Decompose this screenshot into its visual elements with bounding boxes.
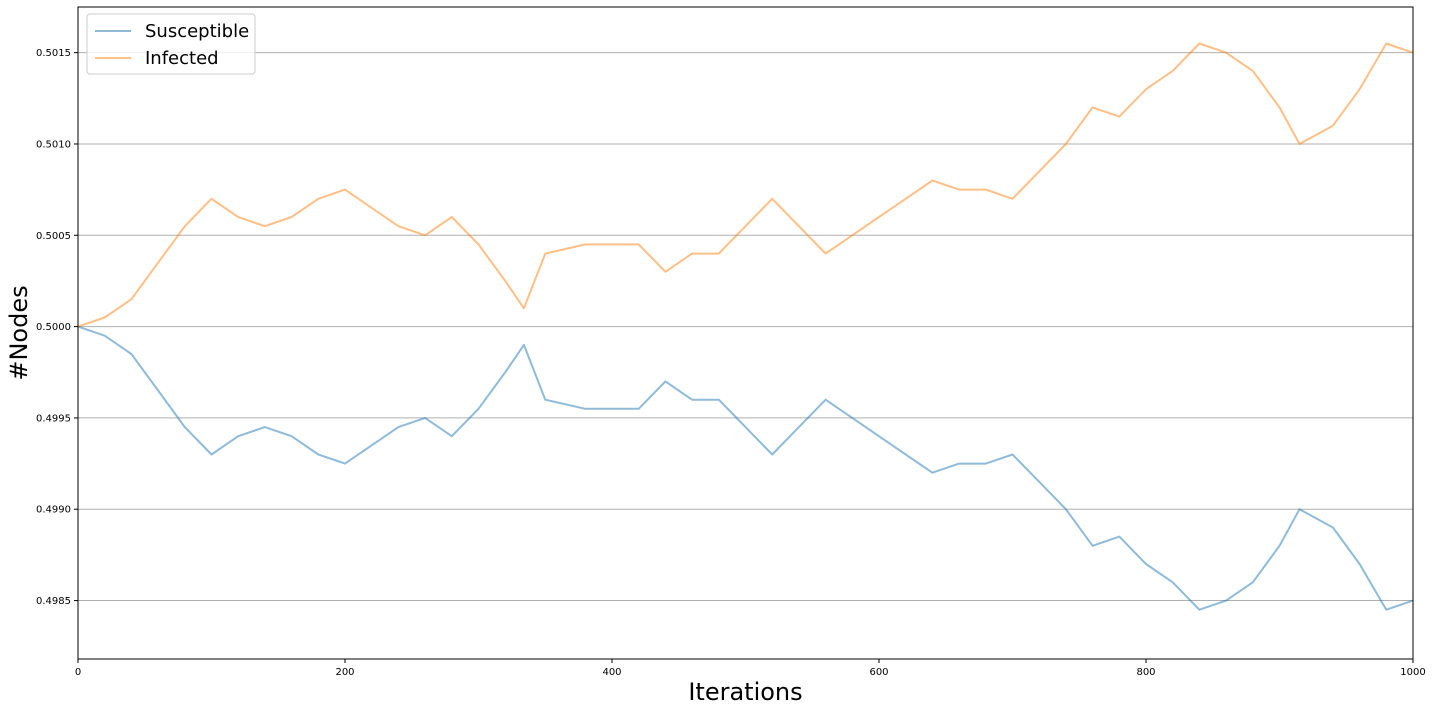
y-tick-label: 0.4985 [36, 596, 71, 607]
y-tick-label: 0.5000 [36, 322, 71, 333]
series-line-susceptible [77, 325, 1414, 611]
series-layer [77, 42, 1414, 611]
y-tick-label: 0.4990 [36, 505, 71, 516]
y-tick-label: 0.5010 [36, 139, 71, 150]
x-tick-label: 400 [602, 667, 621, 678]
y-axis-title: #Nodes [5, 285, 33, 380]
y-tick-label: 0.4995 [36, 413, 71, 424]
y-tick-label: 0.5015 [36, 48, 71, 59]
x-tick-label: 200 [335, 667, 354, 678]
x-tick-label: 600 [869, 667, 888, 678]
x-tick-label: 800 [1136, 667, 1155, 678]
legend-label-susceptible: Susceptible [145, 21, 249, 42]
y-tick-label: 0.5005 [36, 231, 71, 242]
x-tick-label: 0 [75, 667, 81, 678]
grid-layer [78, 52, 1413, 602]
legend: Susceptible Infected [86, 13, 256, 75]
series-line-infected [77, 42, 1414, 328]
x-axis: 0 200 400 600 800 1000 [75, 659, 1426, 678]
x-tick-label: 1000 [1400, 667, 1425, 678]
x-axis-title: Iterations [688, 678, 802, 706]
y-axis: 0.4985 0.4990 0.4995 0.5000 0.5005 0.5010 0.50… [36, 48, 78, 607]
legend-label-infected: Infected [145, 48, 219, 69]
plot-frame [77, 6, 1414, 660]
